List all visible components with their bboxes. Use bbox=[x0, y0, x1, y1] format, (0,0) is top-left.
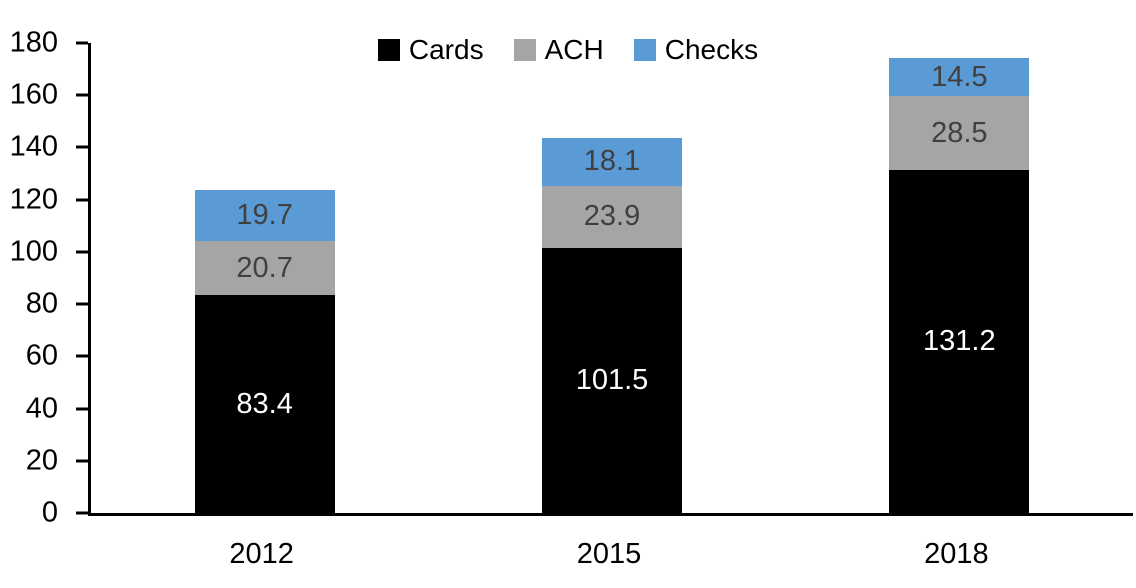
bar-value-label: 83.4 bbox=[236, 387, 293, 420]
x-axis-label-2018: 2018 bbox=[924, 538, 989, 570]
bar-segment-cards-2012: 83.4 bbox=[194, 295, 335, 513]
x-axis-label-2012: 2012 bbox=[229, 538, 294, 570]
y-axis-tick-mark bbox=[76, 145, 88, 149]
legend-swatch-ach bbox=[513, 39, 536, 61]
y-axis-tick-label: 120 bbox=[9, 183, 58, 216]
y-axis-tick-label: 140 bbox=[9, 130, 58, 163]
bar-segment-checks-2012: 19.7 bbox=[194, 189, 335, 242]
bar-value-label: 28.5 bbox=[931, 116, 988, 149]
bar-2012: 83.4 20.7 19.7 bbox=[194, 43, 335, 513]
legend-label: Cards bbox=[408, 34, 484, 65]
legend-swatch-checks bbox=[633, 39, 656, 61]
y-axis-tick-mark bbox=[76, 93, 88, 97]
bar-value-label: 101.5 bbox=[575, 363, 649, 396]
bar-value-label: 20.7 bbox=[236, 251, 293, 284]
plot-area: 83.4 20.7 19.7 101.5 23.9 18.1 131.2 28.5 14.5 bbox=[76, 41, 1133, 516]
y-axis-tick-label: 100 bbox=[9, 235, 58, 268]
bar-value-label: 23.9 bbox=[583, 200, 641, 233]
y-axis-labels: 0 20 40 60 80 100 120 140 160 180 bbox=[0, 28, 58, 527]
y-axis-tick-mark bbox=[76, 41, 88, 45]
legend-label: ACH bbox=[544, 34, 604, 65]
y-axis-tick-mark bbox=[76, 198, 88, 202]
y-axis-tick-mark bbox=[76, 511, 88, 515]
bar-value-label: 131.2 bbox=[923, 325, 996, 358]
bar-segment-ach-2018: 28.5 bbox=[889, 96, 1030, 171]
y-axis-tick-mark bbox=[76, 407, 88, 411]
y-axis-tick-label: 180 bbox=[9, 26, 58, 59]
y-axis-tick-mark bbox=[76, 250, 88, 254]
bar-2018: 131.2 28.5 14.5 bbox=[889, 43, 1030, 513]
bar-segment-cards-2015: 101.5 bbox=[542, 247, 682, 513]
bar-2015: 101.5 23.9 18.1 bbox=[542, 43, 682, 513]
legend-swatch-cards bbox=[377, 39, 400, 61]
bar-value-label: 14.5 bbox=[931, 60, 988, 93]
bar-value-label: 18.1 bbox=[583, 145, 641, 178]
legend-label: Checks bbox=[664, 34, 759, 65]
y-axis-tick-label: 80 bbox=[25, 287, 58, 320]
x-axis-labels: 2012 2015 2018 bbox=[88, 540, 1130, 580]
bar-segment-checks-2015: 18.1 bbox=[542, 138, 682, 186]
y-axis-tick-label: 60 bbox=[25, 339, 58, 372]
y-axis-tick-mark bbox=[76, 459, 88, 463]
bar-value-label: 19.7 bbox=[236, 198, 293, 231]
bar-segment-ach-2012: 20.7 bbox=[194, 241, 335, 296]
bar-segment-ach-2015: 23.9 bbox=[542, 185, 682, 248]
y-axis-tick-mark bbox=[76, 354, 88, 358]
legend-item-ach: ACH bbox=[513, 34, 604, 65]
y-axis-tick-mark bbox=[76, 302, 88, 306]
bar-segment-cards-2018: 131.2 bbox=[889, 170, 1030, 513]
y-axis-tick-label: 20 bbox=[25, 444, 58, 477]
y-axis-tick-label: 40 bbox=[25, 392, 58, 425]
y-axis-tick-label: 160 bbox=[9, 78, 58, 111]
legend-item-cards: Cards bbox=[377, 34, 484, 65]
x-axis-label-2015: 2015 bbox=[576, 538, 642, 570]
y-axis-tick-label: 0 bbox=[41, 496, 58, 529]
legend-item-checks: Checks bbox=[633, 34, 759, 65]
chart-legend: Cards ACH Checks bbox=[0, 36, 1136, 64]
bar-segment-checks-2018: 14.5 bbox=[889, 58, 1030, 97]
